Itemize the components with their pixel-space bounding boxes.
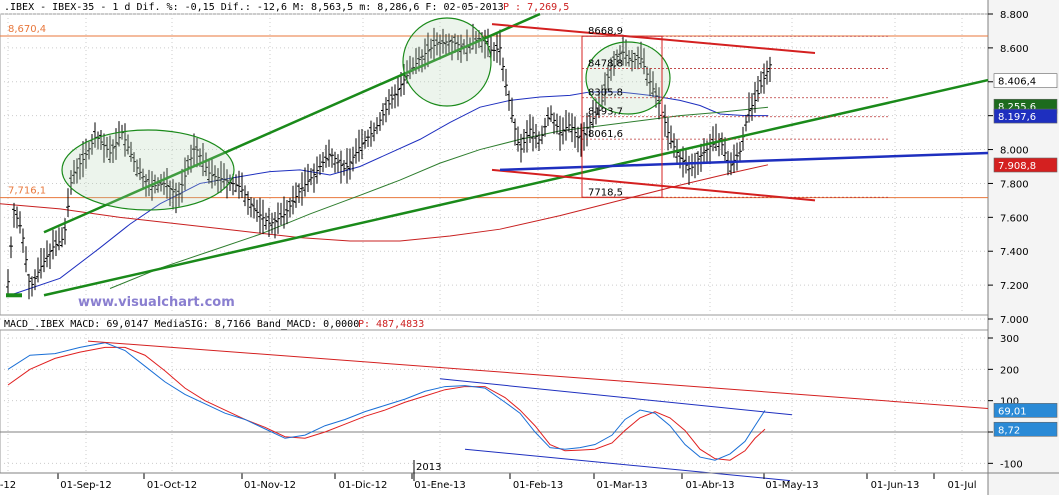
- price-tag-label: 8.406,4: [998, 77, 1036, 88]
- macd-tag: [993, 403, 1058, 418]
- x-tick-label: 01-Abr-13: [685, 480, 734, 491]
- channel-lower-green: [43, 78, 989, 297]
- y-tick-label: 8.600: [1000, 44, 1029, 55]
- y-tick-label: 7.200: [1000, 281, 1029, 292]
- macd-y-tick-label: 300: [1000, 334, 1019, 345]
- drawn-trendlines: 8668,9 8478,8 8305,8 8193,7 8061,6 7718,5: [43, 12, 989, 297]
- macd-tag: [993, 421, 1058, 437]
- macd-tag-label: 69,01: [998, 406, 1027, 417]
- ma-blue-line: [9, 91, 768, 296]
- ma-red-line: [0, 164, 769, 242]
- resistance-red: [491, 23, 816, 54]
- macd-tag-label: 8,72: [998, 425, 1020, 436]
- x-tick-label: 01-Oct-12: [147, 480, 197, 491]
- x-tick-label: 01-Ene-13: [414, 480, 465, 491]
- retracement-label: 8193,7: [588, 107, 623, 118]
- price-tag: [993, 157, 1058, 173]
- retracement-label: 7718,5: [588, 187, 623, 198]
- channel-upper-green: [43, 12, 541, 234]
- macd-panel-bg: [0, 329, 989, 474]
- macd-trend-red: [87, 340, 989, 409]
- ma-green-line: [109, 106, 769, 289]
- x-tick-label: 01-Nov-12: [244, 480, 296, 491]
- marker-green: [6, 293, 22, 298]
- macd-trend-blue-upper: [439, 378, 793, 416]
- highlight-ellipse: [585, 41, 671, 115]
- y-tick-label: 8.800: [1000, 10, 1029, 21]
- x-tick-label: 01-May-13: [765, 480, 818, 491]
- trend-blue: [499, 151, 989, 172]
- macd-signal-line: [7, 346, 766, 461]
- price-tag: [993, 73, 1058, 88]
- axes: -12 01-Sep-12 01-Oct-12 01-Nov-12 01-Dic-12 0…: [0, 10, 1059, 491]
- y-tick-label: 7.600: [1000, 213, 1029, 224]
- macd-header-p: P: 487,4833: [358, 319, 424, 330]
- price-tag: [993, 108, 1058, 124]
- x-tick-label: 01-Feb-13: [513, 480, 563, 491]
- x-tick-label: 01-Jun-13: [871, 480, 920, 491]
- price-panel: [0, 13, 989, 316]
- retracement-label: 8305,8: [588, 88, 623, 99]
- macd-panel: [7, 340, 989, 482]
- price-tag-label: 8.197,6: [998, 112, 1036, 123]
- highlight-ellipse: [61, 129, 235, 211]
- year-marker: 2013: [416, 462, 441, 473]
- x-tick-label: 01-Mar-13: [597, 480, 648, 491]
- highlight-ellipse: [402, 17, 492, 107]
- price-tag-label: 7.908,8: [998, 161, 1036, 172]
- macd-y-tick-label: 100: [1000, 397, 1019, 408]
- macd-trend-blue-lower: [464, 448, 791, 482]
- horizontal-level-label: 7,716,1: [8, 186, 46, 197]
- retracement-label: 8478,8: [588, 58, 623, 69]
- price-bars: [6, 23, 772, 300]
- retracement-label: 8061,6: [588, 129, 623, 140]
- x-tick-label: -12: [0, 480, 16, 491]
- macd-y-tick-label: -100: [1000, 459, 1023, 470]
- y-tick-label: 7.000: [1000, 315, 1029, 326]
- watermark-text: www.visualchart.com: [78, 295, 235, 310]
- price-header: .IBEX - IBEX-35 - 1 d Dif. %: -0,15 Dif.…: [4, 2, 504, 13]
- x-tick-label: 01-Dic-12: [339, 480, 388, 491]
- price-tag-label: 8.255,6: [998, 102, 1036, 113]
- y-tick-label: 7.400: [1000, 247, 1029, 258]
- macd-line: [7, 342, 766, 461]
- price-header-p: P : 7,269,5: [503, 2, 569, 13]
- macd-y-tick-label: 200: [1000, 365, 1019, 376]
- y-tick-label: 7.800: [1000, 179, 1029, 190]
- labels: .IBEX - IBEX-35 - 1 d Dif. %: -0,15 Dif.…: [4, 2, 569, 330]
- y-tick-label: 8.000: [1000, 146, 1029, 157]
- macd-header: MACD_.IBEX MACD: 69,0147 MediaSIG: 8,716…: [4, 319, 359, 330]
- moving-averages: [0, 91, 769, 296]
- support-red: [491, 168, 816, 202]
- x-tick-label: 01-Jul: [948, 480, 977, 491]
- horizontal-level-label: 8,670,4: [8, 24, 46, 35]
- retracement-label: 8668,9: [588, 26, 623, 37]
- x-tick-label: 01-Sep-12: [60, 480, 112, 491]
